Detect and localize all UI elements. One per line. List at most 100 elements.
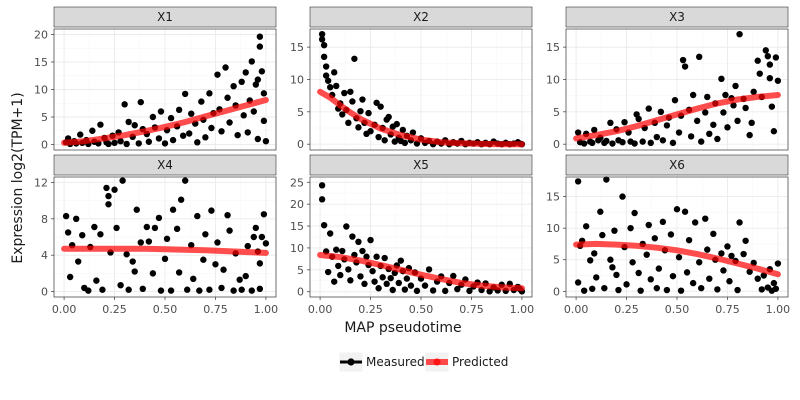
measured-point [627,224,634,232]
panel-border [565,176,789,298]
y-tick-label: 10 [34,84,48,97]
measured-point [167,114,175,122]
measured-point [103,184,110,192]
facet-strip [309,6,533,28]
y-tick-label: 5 [297,264,304,277]
measured-point [643,251,650,258]
measured-point [361,280,368,288]
measured-point [454,285,461,293]
legend-label-measured: Measured [366,355,425,369]
measured-point [619,139,626,146]
measured-point [675,254,683,261]
measured-point [589,139,596,147]
measured-point [161,255,169,263]
measured-point [93,277,100,284]
measured-point [574,178,582,185]
measured-point [746,131,753,139]
measured-point [333,246,340,253]
x-tick-label: 1.00 [510,303,535,316]
y-tick-label: 15 [290,41,304,54]
measured-point [218,128,225,135]
measured-point [99,286,106,293]
panel-x3: X3 0 5 10 15 [546,6,789,151]
measured-point [250,108,257,115]
x-tick-label: 1.00 [766,303,791,316]
measured-point [318,36,326,43]
measured-point [681,208,689,215]
measured-point [685,236,693,244]
x-tick-label: 0.75 [459,303,484,316]
measured-point [111,139,118,147]
measured-point [601,284,608,292]
measured-point [645,105,652,112]
measured-point [587,257,594,264]
x-tick-label: 0.25 [358,303,383,316]
measured-point [698,138,705,145]
measured-point [125,286,132,293]
measured-point [184,286,191,293]
legend-key-measured-point [347,358,355,366]
x-tick-label: 0.00 [308,303,333,316]
measured-point [371,278,378,285]
measured-point [105,140,112,148]
measured-point [772,54,780,61]
measured-point [710,230,717,238]
measured-point [258,233,266,241]
predicted-line [61,97,269,146]
measured-point [736,30,743,38]
measured-point [619,193,626,200]
measured-point [379,274,386,281]
measured-point [629,259,636,266]
measured-point [157,108,165,115]
measured-point [318,196,326,203]
measured-point [766,61,774,68]
facet-title: X3 [669,10,685,24]
measured-point [337,271,344,279]
measured-point [322,72,330,79]
measured-point [123,140,130,148]
measured-point [720,109,727,116]
measured-point [675,129,683,136]
measured-point [258,68,266,75]
measured-point [693,117,701,125]
measured-point [425,266,433,273]
measured-point [256,43,264,50]
panel-border [565,28,789,151]
measured-point [740,250,747,258]
y-tick-label: 0 [41,139,48,152]
facet-title: X4 [157,158,173,172]
measured-point [139,285,146,293]
measured-point [355,238,362,246]
measured-point [91,223,98,231]
measured-point [762,47,769,54]
measured-point [145,138,153,145]
measured-point [724,243,731,250]
measured-point [256,285,264,293]
measured-point [718,75,725,83]
measured-point [236,276,243,283]
measured-point [599,231,606,239]
measured-point [647,139,654,147]
measured-point [335,262,342,270]
x-tick-label: 0.00 [52,303,77,316]
measured-point [367,128,374,135]
measured-point [129,258,136,265]
x-tick-label: 0.50 [153,303,178,316]
measured-point [188,241,195,249]
x-tick-label: 0.75 [715,303,740,316]
predicted-line [317,252,525,292]
measured-point [151,224,159,232]
measured-point [214,71,221,78]
measured-point [224,211,231,219]
y-tick-label: 5 [553,254,560,267]
measured-point [734,117,741,125]
measured-point [252,81,260,88]
x-tick-label: 0.75 [203,303,228,316]
measured-point [591,126,598,134]
measured-point [377,103,384,110]
measured-point [758,286,765,293]
y-axis-title: Expression log2(TPM+1) [10,92,26,263]
measured-point [339,247,346,255]
measured-point [365,109,372,117]
measured-point [659,137,667,144]
